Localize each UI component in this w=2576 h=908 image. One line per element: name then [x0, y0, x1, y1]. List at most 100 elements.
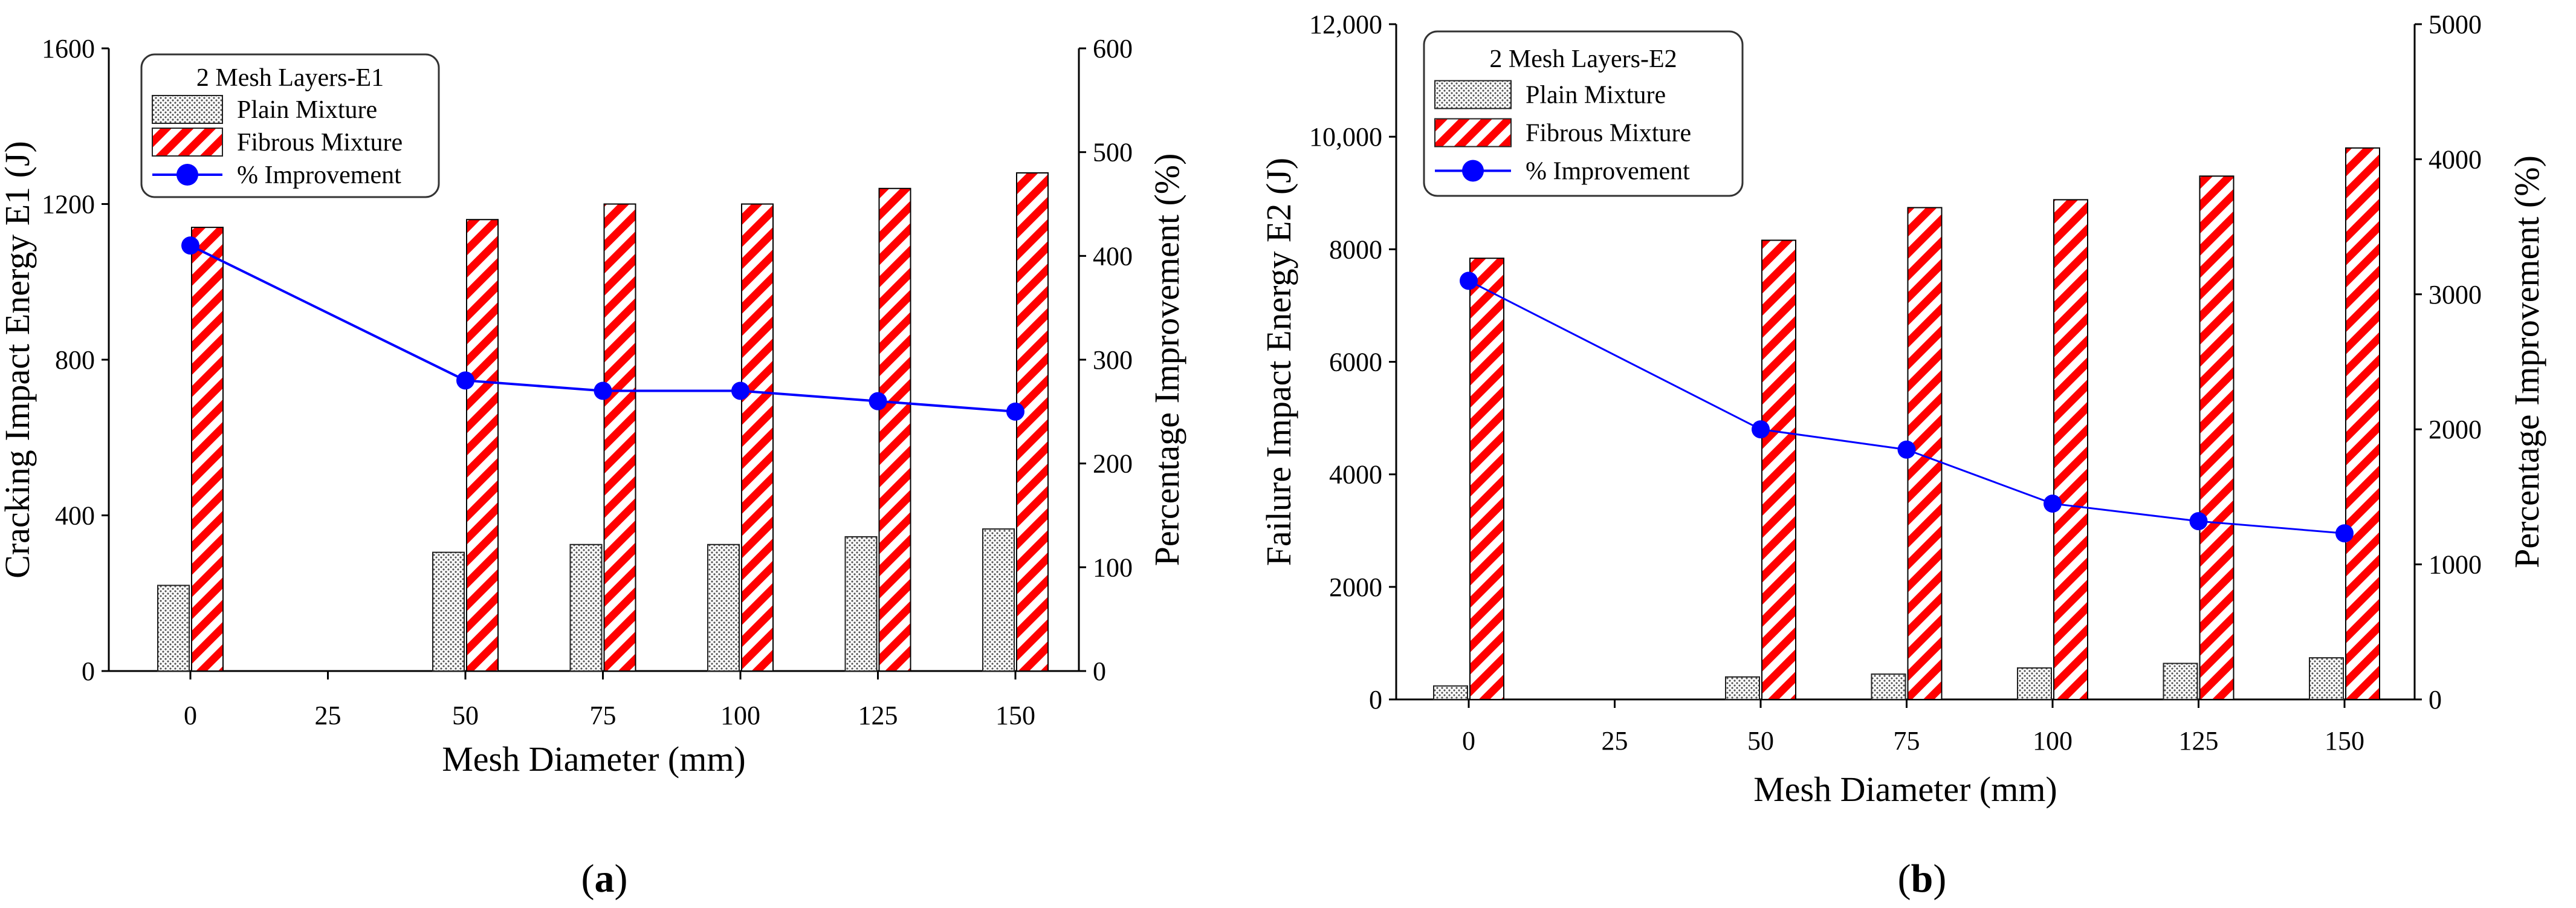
- bar-plain-mixture: [1433, 685, 1468, 701]
- y-tick-label: 10,000: [1309, 122, 1382, 152]
- y2-tick-label: 0: [2429, 685, 2442, 715]
- y2-tick-label: 1000: [2429, 550, 2482, 580]
- y-tick-label: 8000: [1329, 235, 1382, 264]
- x-tick-label: 125: [858, 701, 898, 730]
- legend-title: 2 Mesh Layers-E1: [196, 64, 384, 92]
- x-axis-label: Mesh Diameter (mm): [1753, 770, 2057, 809]
- improvement-line: [190, 244, 1016, 413]
- improvement-point: [594, 381, 612, 400]
- bar-plain-mixture: [844, 536, 878, 672]
- y-tick-label: 6000: [1329, 348, 1382, 377]
- y-axis-label: Cracking Impact Energy E1 (J): [0, 141, 37, 579]
- legend-label: % Improvement: [237, 161, 401, 189]
- x-tick-label: 100: [720, 701, 760, 730]
- improvement-point: [181, 236, 199, 255]
- legend-swatch-fibrous: [1434, 118, 1512, 148]
- legend-label: Plain Mixture: [1526, 82, 1666, 109]
- y-axis-label: Failure Impact Energy E2 (J): [1259, 158, 1298, 566]
- bar-plain-mixture: [982, 528, 1015, 672]
- x-tick-label: 100: [2033, 726, 2073, 756]
- y2-axis-label: Percentage Improvement (%): [2507, 155, 2546, 568]
- legend-swatch-fibrous: [152, 128, 223, 157]
- improvement-point: [1752, 420, 1770, 439]
- bar-fibrous-mixture: [741, 203, 774, 672]
- x-tick-label: 75: [590, 701, 616, 730]
- x-tick-label: 0: [1462, 726, 1475, 756]
- improvement-point: [1460, 271, 1478, 290]
- improvement-point: [1897, 440, 1916, 459]
- legend-label: Plain Mixture: [237, 96, 377, 124]
- legend: 2 Mesh Layers-E2 Plain Mixture Fibrous Mix…: [1423, 30, 1744, 197]
- y2-tick-label: 200: [1093, 449, 1133, 479]
- y-tick-label: 1600: [42, 34, 95, 63]
- bar-plain-mixture: [2309, 657, 2344, 700]
- x-tick-label: 0: [184, 701, 197, 730]
- legend: 2 Mesh Layers-E1 Plain Mixture Fibrous Mix…: [140, 53, 440, 198]
- x-axis-label: Mesh Diameter (mm): [442, 739, 746, 779]
- bar-fibrous-mixture: [603, 203, 636, 672]
- y2-tick-label: 2000: [2429, 415, 2482, 444]
- y-tick-label: 2000: [1329, 572, 1382, 602]
- y2-tick-label: 4000: [2429, 144, 2482, 174]
- bar-fibrous-mixture: [1016, 172, 1049, 672]
- x-tick-label: 150: [995, 701, 1035, 730]
- x-tick-label: 50: [452, 701, 479, 730]
- improvement-point: [1006, 402, 1024, 421]
- improvement-point: [2189, 512, 2208, 531]
- y-tick-label: 0: [1369, 685, 1382, 715]
- y-tick-label: 1200: [42, 190, 95, 219]
- y-tick-label: 4000: [1329, 460, 1382, 490]
- y2-tick-label: 0: [1093, 657, 1106, 686]
- bar-fibrous-mixture: [2053, 199, 2088, 701]
- bar-plain-mixture: [1871, 673, 1906, 701]
- legend-box: [140, 53, 440, 198]
- improvement-point: [2044, 495, 2062, 513]
- legend-box: [1423, 30, 1744, 197]
- improvement-line: [1468, 280, 2345, 534]
- bar-fibrous-mixture: [2345, 147, 2380, 701]
- legend-swatch-dot: [176, 164, 198, 186]
- y2-tick-label: 600: [1093, 34, 1133, 63]
- y2-tick-label: 300: [1093, 345, 1133, 375]
- bar-plain-mixture: [707, 543, 740, 672]
- bar-fibrous-mixture: [1761, 239, 1796, 700]
- legend-swatch-dot: [1462, 160, 1484, 182]
- y2-tick-label: 500: [1093, 138, 1133, 167]
- x-tick-label: 75: [1894, 726, 1920, 756]
- bar-plain-mixture: [2017, 667, 2052, 700]
- legend-label: Fibrous Mixture: [237, 129, 403, 157]
- y-tick-label: 12,000: [1309, 10, 1382, 39]
- bar-plain-mixture: [157, 585, 190, 672]
- panel-a-chart: 0 400 800 1200 1600 0 100 200 300 400 500 600 0 25 50 7…: [0, 34, 1186, 779]
- bar-fibrous-mixture: [2199, 175, 2235, 700]
- panel-b-chart: 0200040006000800010,00012,00001000200030…: [1259, 10, 2546, 809]
- y2-tick-label: 5000: [2429, 10, 2482, 39]
- bar-plain-mixture: [569, 543, 603, 672]
- y-tick-label: 800: [55, 345, 95, 375]
- bar-plain-mixture: [2163, 663, 2198, 700]
- improvement-point: [731, 381, 749, 400]
- y2-tick-label: 100: [1093, 553, 1133, 582]
- bar-fibrous-mixture: [191, 227, 224, 672]
- improvement-point: [2335, 524, 2354, 543]
- bar-fibrous-mixture: [1469, 258, 1504, 700]
- bar-fibrous-mixture: [878, 187, 911, 672]
- bar-plain-mixture: [432, 551, 465, 672]
- bar-plain-mixture: [1725, 676, 1760, 701]
- y2-tick-label: 3000: [2429, 280, 2482, 310]
- y-tick-label: 0: [82, 657, 95, 686]
- improvement-point: [869, 392, 887, 410]
- legend-title: 2 Mesh Layers-E2: [1489, 45, 1677, 73]
- legend-label: Fibrous Mixture: [1526, 120, 1691, 148]
- x-tick-label: 150: [2325, 726, 2364, 756]
- legend-label: % Improvement: [1526, 158, 1690, 186]
- improvement-point: [456, 371, 474, 390]
- legend-swatch-plain: [1434, 80, 1512, 109]
- y2-axis-label: Percentage Improvement (%): [1147, 154, 1186, 566]
- x-tick-label: 25: [1602, 726, 1628, 756]
- panel-b-label: (b): [1898, 857, 1947, 901]
- x-tick-label: 50: [1747, 726, 1774, 756]
- y-tick-label: 400: [55, 501, 95, 531]
- x-tick-label: 25: [315, 701, 341, 730]
